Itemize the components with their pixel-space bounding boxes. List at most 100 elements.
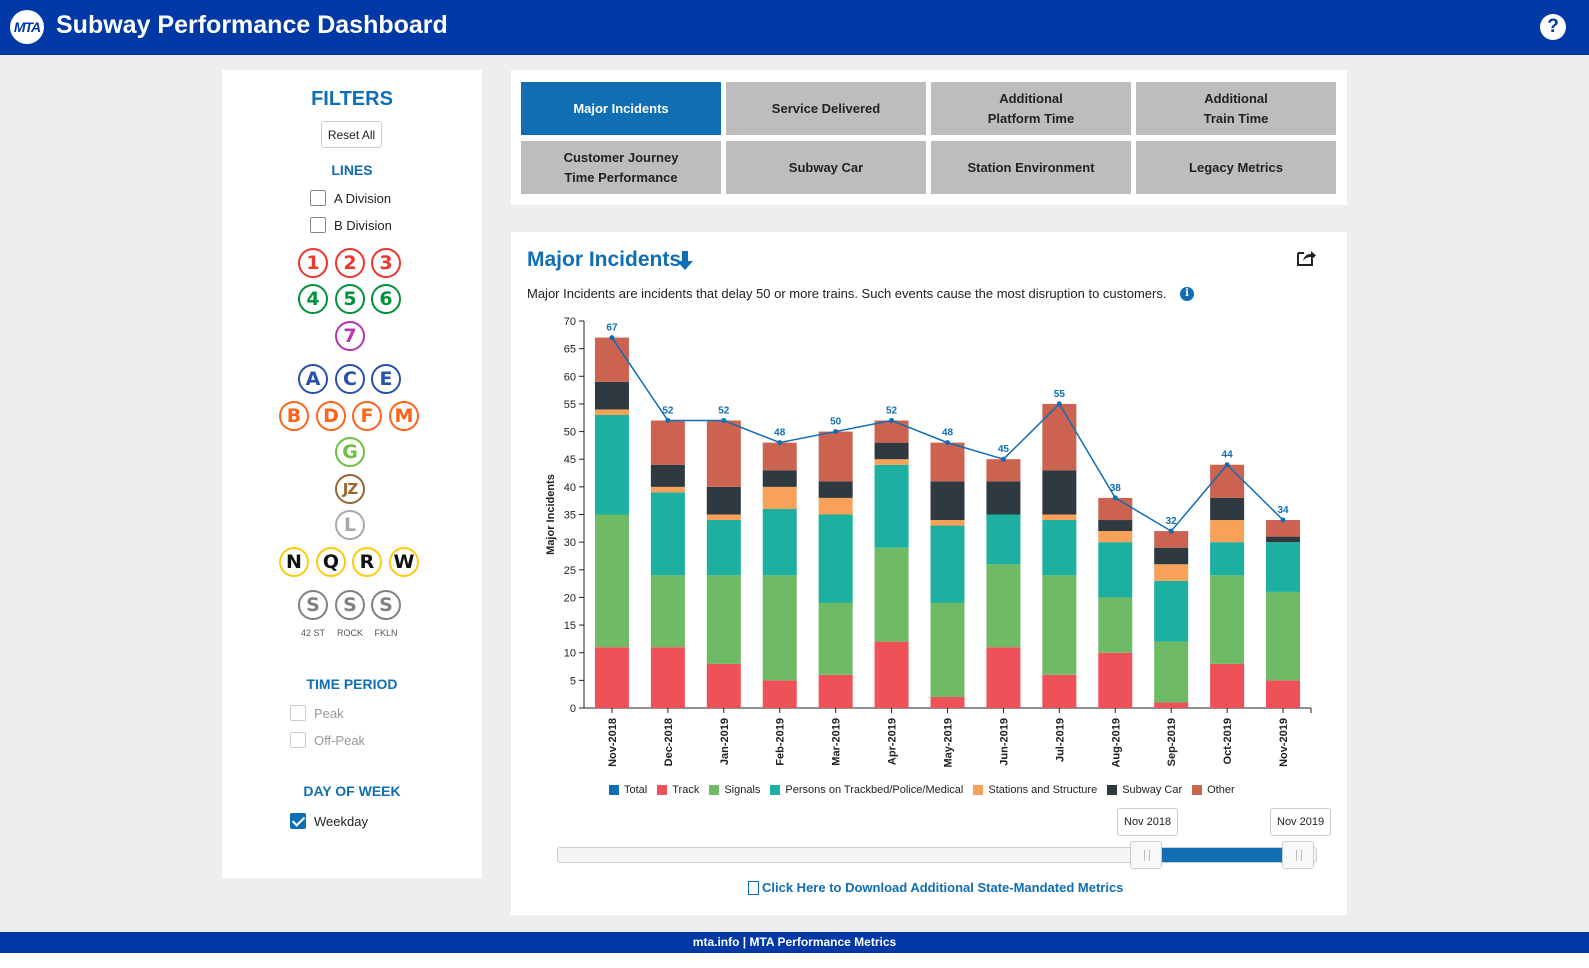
route-bullet-r[interactable]: R <box>352 547 382 577</box>
tab-service-delivered[interactable]: Service Delivered <box>726 82 926 135</box>
route-bullet-s[interactable]: S <box>371 590 401 620</box>
route-bullet-5[interactable]: 5 <box>335 284 365 314</box>
range-end-handle[interactable] <box>1282 841 1314 869</box>
bar-segment <box>1266 591 1301 681</box>
x-tick-label: Nov-2018 <box>607 718 619 767</box>
help-icon[interactable]: ? <box>1540 14 1566 40</box>
bar-segment <box>1098 497 1133 521</box>
bar-segment <box>986 647 1021 708</box>
footer: mta.info | MTA Performance Metrics <box>0 932 1589 953</box>
x-tick-label: Jul-2019 <box>1054 718 1066 762</box>
route-bullet-2[interactable]: 2 <box>335 248 365 278</box>
route-bullet-3[interactable]: 3 <box>371 248 401 278</box>
legend-item[interactable]: Total <box>609 784 647 796</box>
total-point <box>1056 401 1062 407</box>
checkbox-box[interactable] <box>290 732 306 748</box>
checkbox-box[interactable] <box>310 190 326 206</box>
x-tick-label: May-2019 <box>943 718 955 768</box>
bar-segment <box>1266 536 1301 543</box>
tab-customer-journey-time-performance[interactable]: Customer Journey Time Performance <box>521 141 721 194</box>
mta-logo[interactable]: MTA <box>10 10 44 44</box>
x-tick-label: Mar-2019 <box>831 718 843 766</box>
legend-item[interactable]: Persons on Trackbed/Police/Medical <box>770 784 963 796</box>
legend-label: Total <box>624 784 648 796</box>
bar-segment <box>1098 542 1133 598</box>
download-link-text: Click Here to Download Additional State-… <box>762 880 1124 895</box>
route-bullet-6[interactable]: 6 <box>371 284 401 314</box>
bar-segment <box>986 481 1021 515</box>
lines-title: LINES <box>331 162 373 178</box>
route-bullet-c[interactable]: C <box>335 364 365 394</box>
checkbox-box[interactable] <box>290 705 306 721</box>
bar-segment <box>1154 564 1189 581</box>
y-tick-label: 0 <box>570 703 576 715</box>
route-bullet-jz[interactable]: JZ <box>335 474 365 504</box>
total-data-label: 67 <box>606 323 618 334</box>
y-tick-label: 55 <box>564 399 576 411</box>
arrow-down-icon[interactable] <box>675 250 695 272</box>
share-icon[interactable] <box>1295 247 1317 267</box>
y-tick-label: 30 <box>564 537 576 549</box>
route-bullet-a[interactable]: A <box>298 364 328 394</box>
tab-subway-car[interactable]: Subway Car <box>726 141 926 194</box>
route-bullet-s[interactable]: S <box>335 590 365 620</box>
tab-station-environment[interactable]: Station Environment <box>931 141 1131 194</box>
bar-segment <box>1210 542 1245 576</box>
bar-segment <box>650 464 685 487</box>
weekday-checkbox[interactable]: Weekday <box>290 813 368 829</box>
total-point <box>777 440 783 446</box>
route-bullet-7[interactable]: 7 <box>335 321 365 351</box>
date-range-slider-track[interactable] <box>557 847 1317 863</box>
bar-segment <box>1098 652 1133 708</box>
legend-item[interactable]: Track <box>657 784 699 796</box>
route-bullet-s[interactable]: S <box>298 590 328 620</box>
download-metrics-link[interactable]: Click Here to Download Additional State-… <box>748 880 1123 895</box>
route-bullet-d[interactable]: D <box>316 401 346 431</box>
reset-all-button[interactable]: Reset All <box>321 121 382 148</box>
legend-item[interactable]: Signals <box>709 784 760 796</box>
total-data-label: 38 <box>1110 483 1122 494</box>
route-bullet-g[interactable]: G <box>335 437 365 467</box>
bar-segment <box>650 492 685 576</box>
route-bullet-l[interactable]: L <box>335 510 365 540</box>
route-bullet-f[interactable]: F <box>352 401 382 431</box>
tab-additional-platform-time[interactable]: Additional Platform Time <box>931 82 1131 135</box>
a-division-checkbox[interactable]: A Division <box>310 190 391 206</box>
route-bullet-q[interactable]: Q <box>316 547 346 577</box>
route-bullet-m[interactable]: M <box>389 401 419 431</box>
chart-title: Major Incidents <box>527 248 682 271</box>
filters-title: FILTERS <box>311 88 393 110</box>
route-bullet-4[interactable]: 4 <box>298 284 328 314</box>
total-data-label: 44 <box>1222 450 1234 461</box>
legend-item[interactable]: Subway Car <box>1107 784 1182 796</box>
total-point <box>1112 495 1118 501</box>
date-range-selected <box>1147 848 1299 862</box>
bar-segment <box>706 520 741 576</box>
total-data-label: 34 <box>1277 505 1289 516</box>
bar-segment <box>762 508 797 576</box>
tab-additional-train-time[interactable]: Additional Train Time <box>1136 82 1336 135</box>
tab-major-incidents[interactable]: Major Incidents <box>521 82 721 135</box>
checkbox-checked[interactable] <box>290 813 306 829</box>
total-data-label: 45 <box>998 444 1010 455</box>
weekday-label: Weekday <box>314 813 368 829</box>
bar-segment <box>818 514 853 603</box>
legend-item[interactable]: Other <box>1192 784 1235 796</box>
total-data-label: 50 <box>830 417 842 428</box>
route-bullet-n[interactable]: N <box>279 547 309 577</box>
total-data-label: 32 <box>1166 516 1178 527</box>
route-bullet-b[interactable]: B <box>279 401 309 431</box>
legend-item[interactable]: Stations and Structure <box>973 784 1097 796</box>
info-icon[interactable]: i <box>1180 287 1194 301</box>
b-division-checkbox[interactable]: B Division <box>310 217 392 233</box>
off-peak-checkbox[interactable]: Off-Peak <box>290 732 365 748</box>
tab-legacy-metrics[interactable]: Legacy Metrics <box>1136 141 1336 194</box>
range-start-handle[interactable] <box>1130 841 1162 869</box>
checkbox-box[interactable] <box>310 217 326 233</box>
route-bullet-w[interactable]: W <box>389 547 419 577</box>
legend-swatch <box>973 785 984 795</box>
peak-checkbox[interactable]: Peak <box>290 705 344 721</box>
route-bullet-e[interactable]: E <box>371 364 401 394</box>
route-bullet-1[interactable]: 1 <box>298 248 328 278</box>
total-point <box>1168 528 1174 534</box>
